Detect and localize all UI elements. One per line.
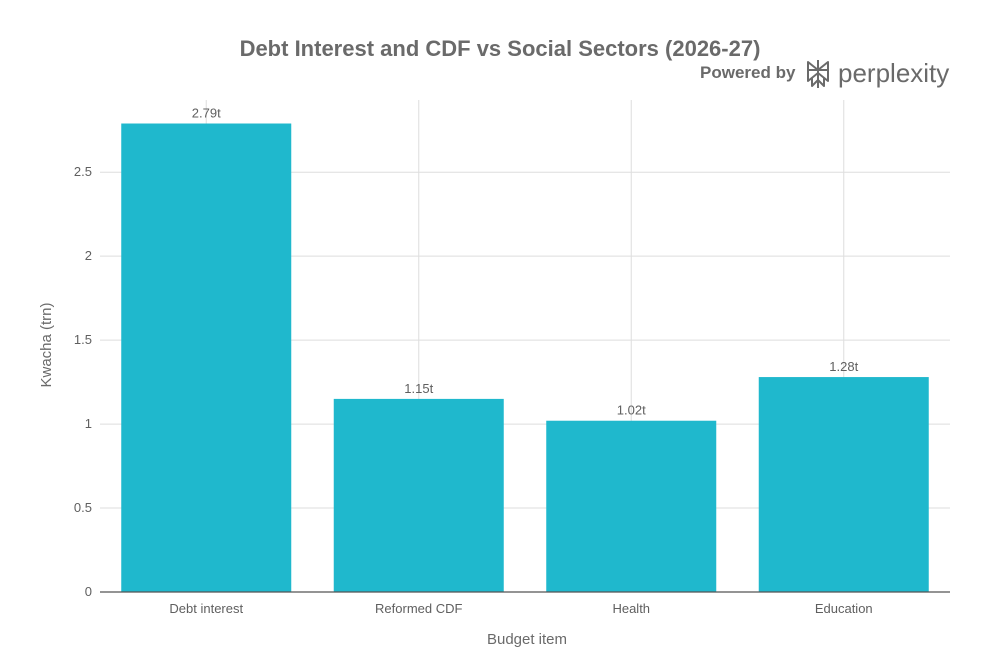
bars (121, 123, 929, 592)
y-tick-label: 0.5 (74, 500, 92, 515)
axes: 0 0.5 1 1.5 2 2.5 Debt interest Reformed CDF Hea… (74, 164, 950, 616)
bar-value-label: 1.02t (617, 403, 646, 418)
value-labels: 2.79t 1.15t 1.02t 1.28t (192, 106, 859, 418)
x-tick-label: Reformed CDF (375, 601, 462, 616)
y-tick-label: 1 (85, 416, 92, 431)
bar[interactable] (333, 398, 504, 592)
bar[interactable] (546, 420, 717, 592)
y-tick-label: 1.5 (74, 332, 92, 347)
x-tick-label: Debt interest (169, 601, 243, 616)
chart-title: Debt Interest and CDF vs Social Sectors … (239, 36, 761, 61)
x-axis-title: Budget item (487, 631, 567, 648)
powered-by-text: Powered by (700, 63, 796, 82)
y-axis-title: Kwacha (trn) (38, 302, 55, 387)
bar[interactable] (758, 377, 929, 592)
bar-value-label: 2.79t (192, 106, 221, 121)
bar[interactable] (121, 123, 292, 592)
x-tick-label: Health (612, 601, 650, 616)
bar-value-label: 1.15t (404, 381, 433, 396)
brand-name: perplexity (838, 58, 950, 88)
powered-by-badge[interactable]: Powered by perplexity (700, 58, 950, 89)
y-tick-label: 2.5 (74, 164, 92, 179)
x-tick-label: Education (815, 601, 873, 616)
bar-value-label: 1.28t (829, 359, 858, 374)
perplexity-logo-icon (807, 60, 829, 88)
y-tick-label: 2 (85, 248, 92, 263)
y-tick-label: 0 (85, 584, 92, 599)
